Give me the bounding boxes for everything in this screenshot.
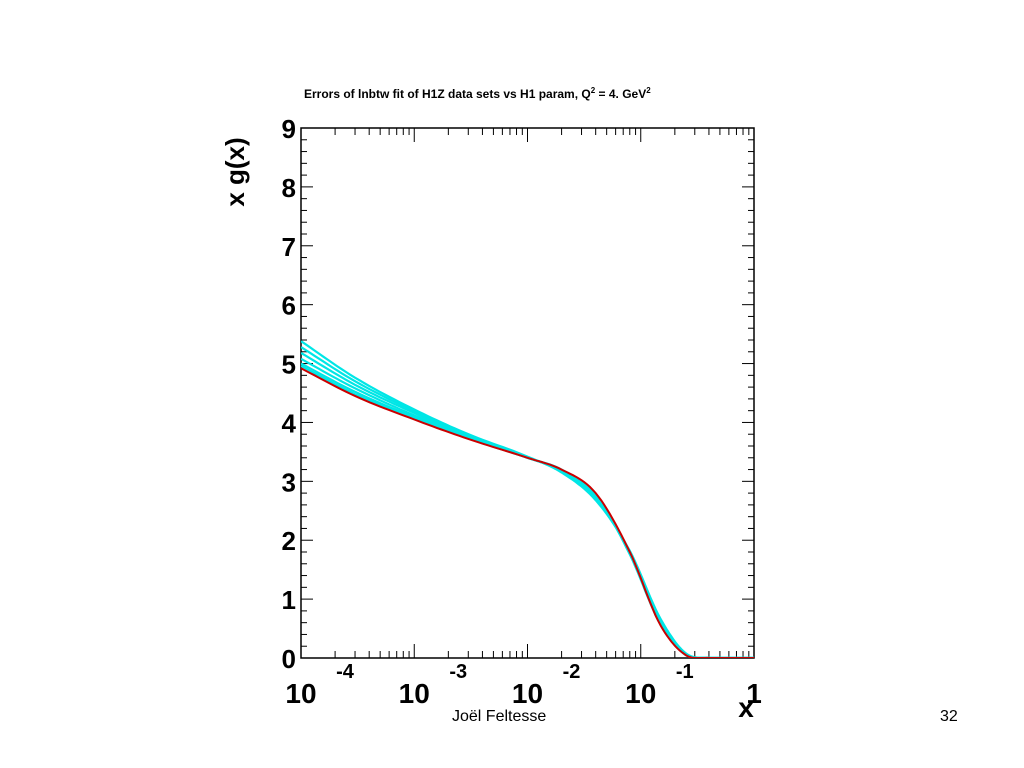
chart-title-text: Errors of lnbtw fit of H1Z data sets vs …: [304, 87, 591, 101]
series-line-error-fit: [301, 357, 754, 658]
x-tick-label: 1: [746, 678, 762, 709]
series-line-error-fit: [301, 346, 754, 658]
x-tick-label: 10: [512, 678, 543, 709]
footer-author: Joël Feltesse: [452, 708, 547, 725]
series-line-error-fit: [301, 364, 754, 658]
y-tick-label: 6: [282, 291, 296, 321]
footer-page-number: 32: [940, 708, 958, 725]
y-tick-label: 7: [282, 232, 296, 262]
y-tick-label: 2: [282, 526, 296, 556]
y-tick-label: 3: [282, 467, 296, 497]
x-tick-label: 10: [399, 678, 430, 709]
chart-title-text2: = 4. GeV: [595, 87, 647, 101]
series-line-error-fit: [301, 362, 754, 658]
chart-title-q-exponent: 2: [590, 86, 596, 95]
x-axis-label: x: [738, 692, 754, 723]
chart-title-gev-exponent: 2: [646, 86, 651, 95]
series-line-h1-param: [301, 367, 754, 658]
x-tick-exponent: -3: [449, 661, 467, 683]
y-tick-label: 1: [282, 585, 296, 615]
y-tick-label: 0: [282, 644, 296, 674]
y-tick-label: 9: [282, 114, 296, 144]
x-tick-label: 10: [285, 678, 316, 709]
y-tick-label: 8: [282, 173, 296, 203]
y-axis-label: x g(x): [220, 137, 250, 206]
chart-title: Errors of lnbtw fit of H1Z data sets vs …: [304, 86, 651, 101]
x-tick-exponent: -4: [336, 661, 355, 683]
x-tick-exponent: -2: [563, 661, 581, 683]
y-tick-label: 5: [282, 350, 296, 380]
x-tick-label: 10: [625, 678, 656, 709]
x-tick-exponent: -1: [676, 661, 694, 683]
y-tick-label: 4: [282, 408, 297, 438]
